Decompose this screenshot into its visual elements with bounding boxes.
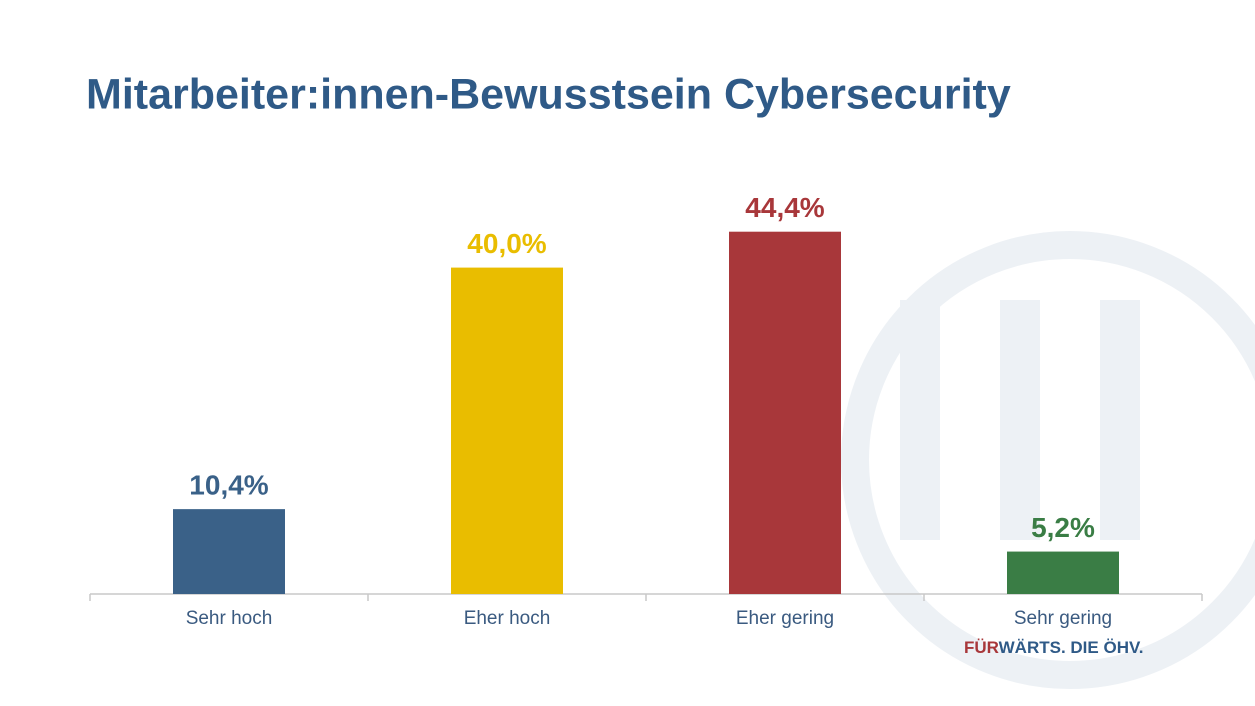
value-label: 10,4% <box>189 470 268 501</box>
x-tick-label: Eher hoch <box>464 608 551 629</box>
chart-title: Mitarbeiter:innen-Bewusstsein Cybersecur… <box>86 70 1011 118</box>
bar <box>1007 551 1119 594</box>
x-tick-label: Sehr hoch <box>186 608 273 629</box>
bar <box>729 231 841 595</box>
watermark <box>841 231 1255 689</box>
value-label: 40,0% <box>467 228 546 259</box>
logo-part: WÄRTS. DIE ÖHV. <box>999 638 1144 657</box>
logo-part: FÜR <box>964 638 999 657</box>
bar <box>173 509 285 594</box>
x-tick-label: Sehr gering <box>1014 608 1112 629</box>
bar <box>451 267 563 594</box>
value-label: 5,2% <box>1031 512 1095 543</box>
x-tick-label: Eher gering <box>736 608 834 629</box>
value-label: 44,4% <box>745 192 824 223</box>
logo-text: FÜRWÄRTS. DIE ÖHV. <box>964 638 1143 657</box>
